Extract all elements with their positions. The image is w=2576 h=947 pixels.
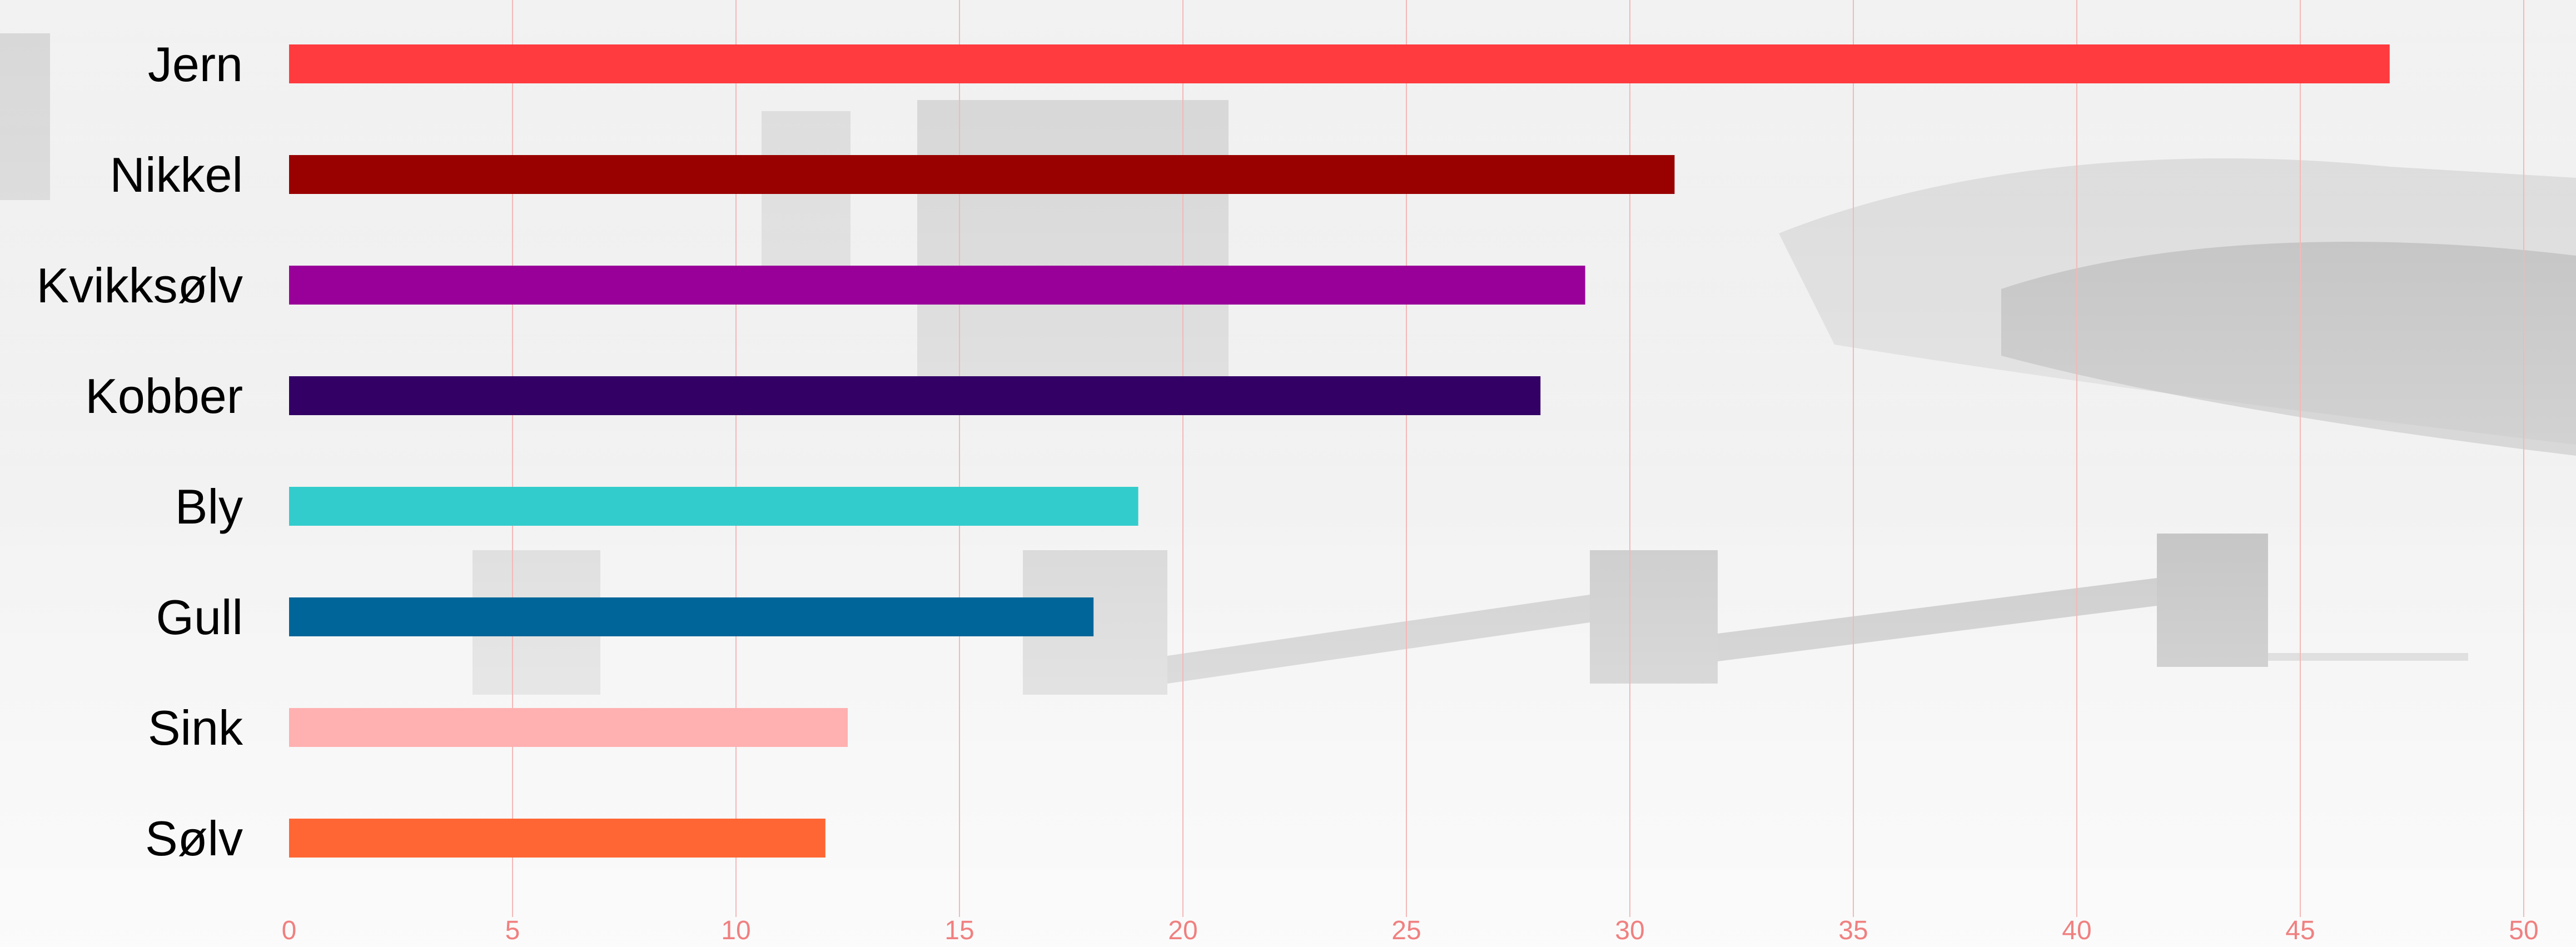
category-label: Sink [148,700,243,755]
bar-bly [289,487,1138,526]
x-tick-label: 45 [2285,916,2315,945]
bar-nikkel [289,155,1675,194]
x-tick-label: 35 [1838,916,1868,945]
category-label: Gull [156,590,243,645]
bars [289,44,2390,858]
category-label: Nikkel [110,147,243,202]
category-labels: Jern Nikkel Kvikksølv Kobber Bly Gull Sink Sølv [36,37,243,866]
x-tick-label: 50 [2509,916,2538,945]
x-tick-label: 15 [944,916,974,945]
bar-jern [289,44,2390,83]
x-gridlines [512,0,2524,917]
x-tick-label: 30 [1615,916,1644,945]
bar-kvikksølv [289,266,1585,305]
x-tick-label: 20 [1168,916,1197,945]
bar-gull [289,597,1094,636]
x-tick-label: 40 [2062,916,2091,945]
bar-kobber [289,376,1541,415]
category-label: Bly [175,479,243,534]
x-tick-label: 5 [505,916,520,945]
category-label: Kobber [85,368,243,423]
category-label: Sølv [145,811,243,866]
category-label: Kvikksølv [36,258,243,313]
x-tick-label: 10 [721,916,750,945]
category-label: Jern [148,37,243,92]
bar-sink [289,708,848,747]
x-axis-tick-labels: 0 5 10 15 20 25 30 35 40 45 50 [282,916,2539,945]
x-tick-label: 0 [282,916,297,945]
bar-sølv [289,819,825,858]
x-tick-label: 25 [1391,916,1421,945]
